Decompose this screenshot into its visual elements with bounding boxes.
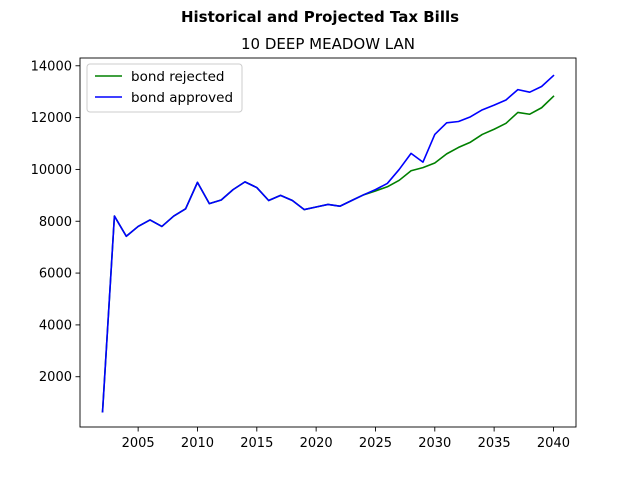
y-tick-label: 2000 bbox=[39, 370, 72, 385]
y-tick-label: 12000 bbox=[31, 111, 72, 126]
legend: bond rejected bond approved bbox=[86, 63, 243, 113]
legend-box bbox=[86, 63, 243, 113]
x-tick-label: 2010 bbox=[181, 436, 214, 451]
x-tick-label: 2040 bbox=[537, 436, 570, 451]
y-tick-label: 4000 bbox=[39, 318, 72, 333]
plot-area: 2005 2010 2015 2020 2025 2030 2035 2040 2000 4000… bbox=[31, 57, 577, 451]
legend-label: bond approved bbox=[131, 90, 233, 106]
x-tick-label: 2015 bbox=[240, 436, 273, 451]
x-tick-label: 2030 bbox=[418, 436, 451, 451]
axes-frame bbox=[79, 57, 577, 428]
y-tick-label: 6000 bbox=[39, 267, 72, 282]
x-tick-label: 2005 bbox=[122, 436, 155, 451]
legend-label: bond rejected bbox=[131, 69, 224, 85]
y-tick-label: 8000 bbox=[39, 215, 72, 230]
series-line-bond-rejected bbox=[101, 95, 555, 413]
series-line-bond-approved bbox=[101, 74, 555, 413]
chart-suptitle: Historical and Projected Tax Bills bbox=[181, 8, 459, 26]
chart-title: 10 DEEP MEADOW LAN bbox=[241, 35, 415, 53]
y-tick-label: 10000 bbox=[31, 163, 72, 178]
x-tick-label: 2035 bbox=[478, 436, 511, 451]
x-tick-label: 2025 bbox=[359, 436, 392, 451]
x-tick-label: 2020 bbox=[300, 436, 333, 451]
y-tick-label: 14000 bbox=[31, 59, 72, 74]
